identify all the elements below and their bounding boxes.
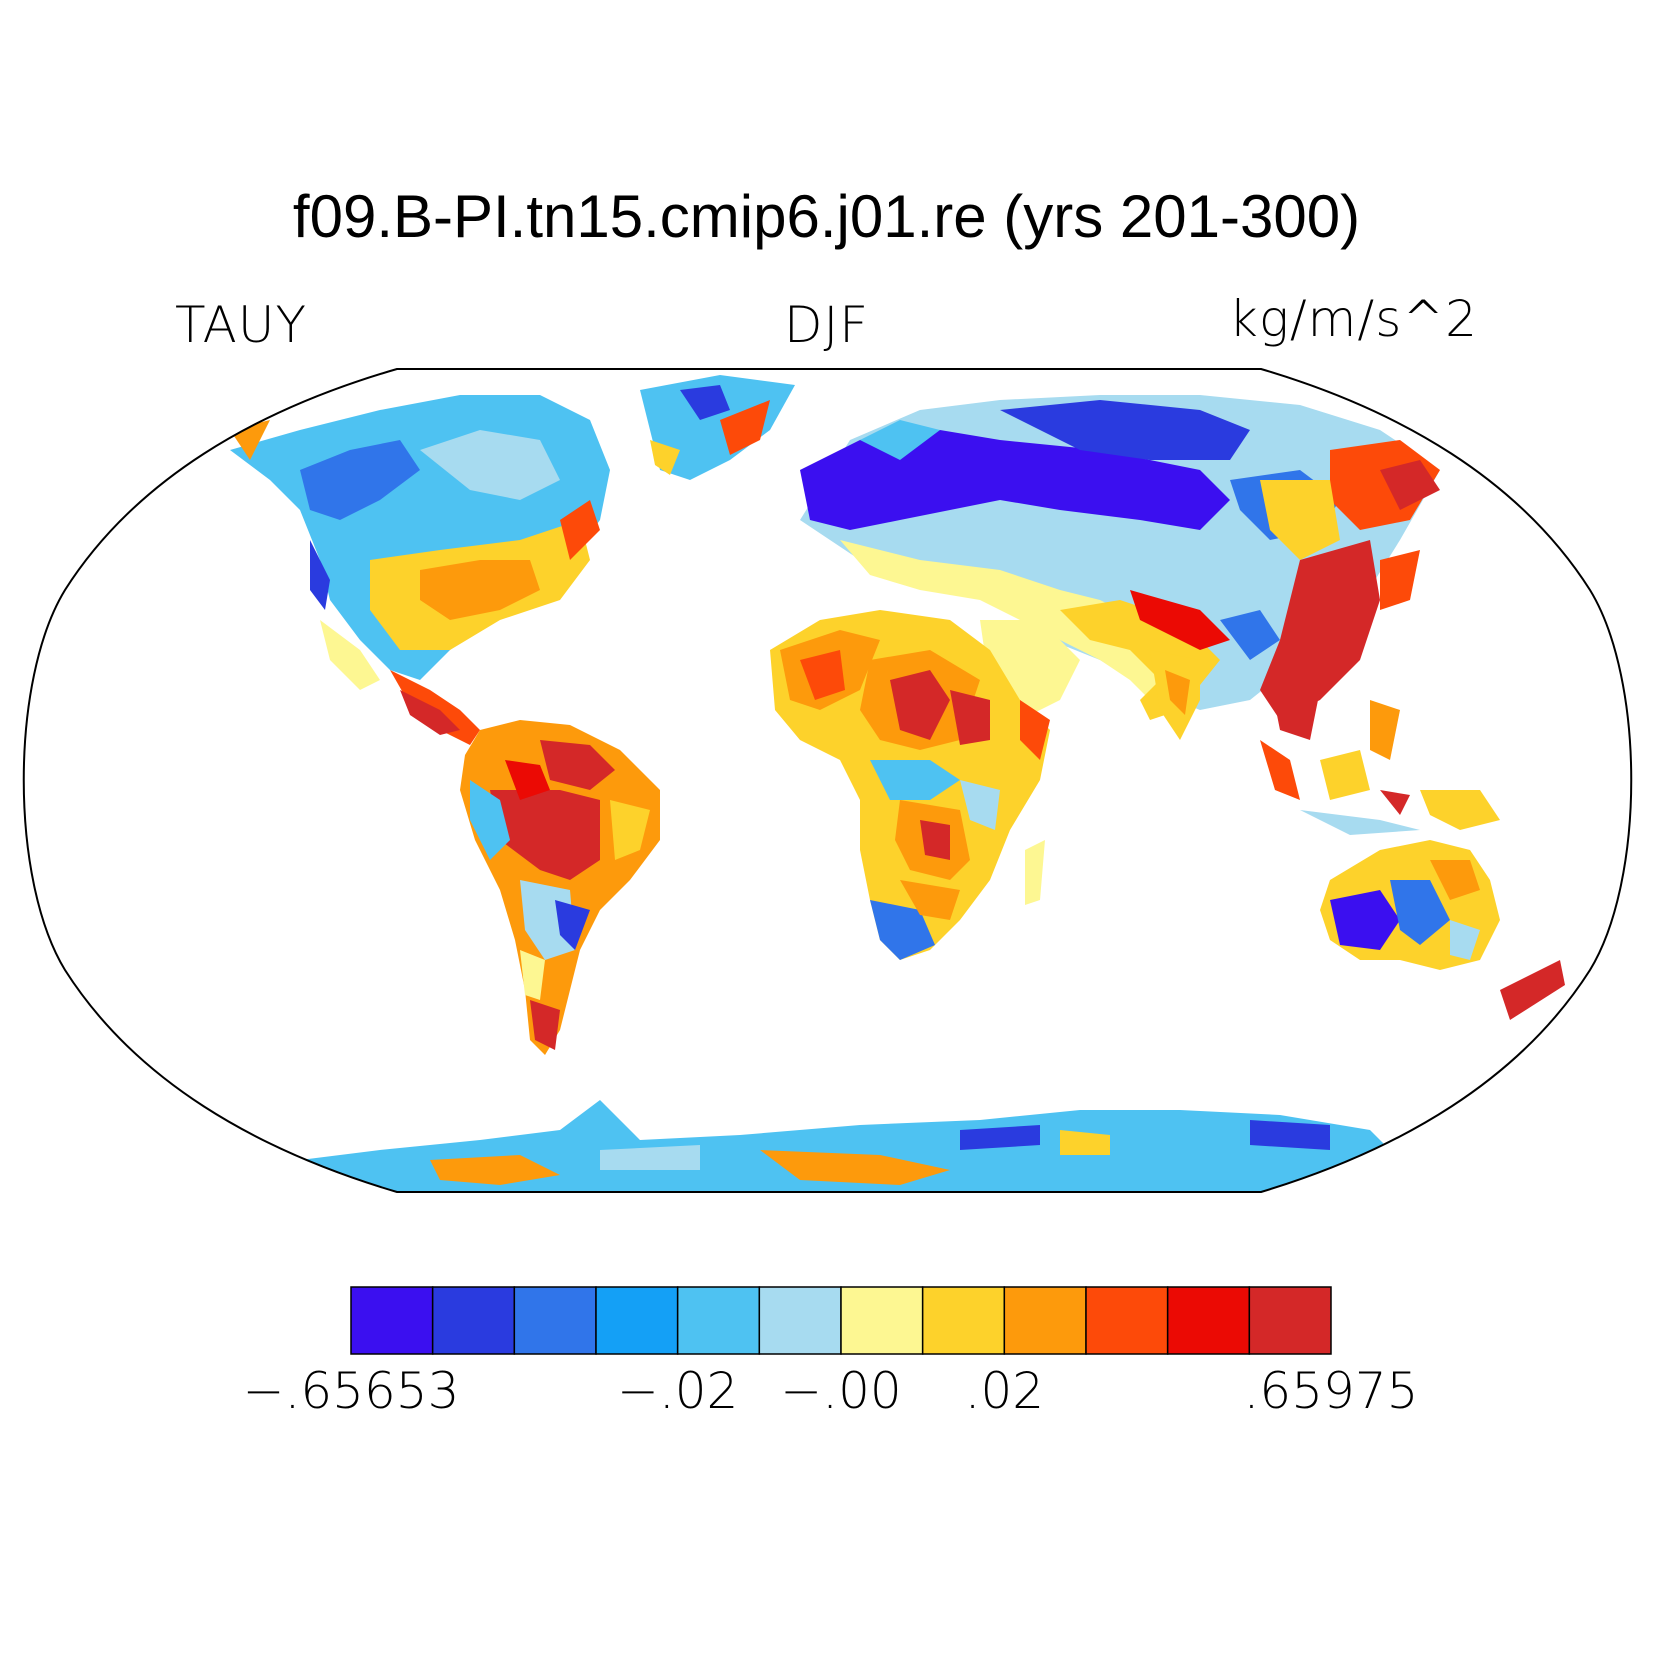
colorbar-swatch xyxy=(595,1286,679,1355)
colorbar xyxy=(350,1286,1332,1355)
colorbar-swatch xyxy=(676,1286,761,1355)
season-label: DJF xyxy=(783,296,869,354)
map-boundary xyxy=(22,368,1633,1193)
colorbar-tick-label: .65975 xyxy=(1243,1362,1419,1420)
south-america-land xyxy=(460,720,660,1055)
colorbar-swatch xyxy=(1085,1286,1169,1355)
eurasia-land xyxy=(800,395,1440,720)
colorbar-swatch xyxy=(350,1286,434,1355)
antarctica-land xyxy=(300,1100,1410,1192)
map-title: f09.B-PI.tn15.cmip6.j01.re (yrs 201-300) xyxy=(292,183,1361,250)
africa-land xyxy=(770,610,1050,960)
colorbar-tick-label: .02 xyxy=(964,1362,1045,1420)
colorbar-tick-label: −.02 xyxy=(616,1362,739,1420)
greenland-land xyxy=(640,375,795,480)
north-america-land xyxy=(230,395,610,745)
australia-land xyxy=(1320,840,1565,1020)
colorbar-swatch xyxy=(513,1286,597,1355)
colorbar-swatch xyxy=(1248,1286,1332,1355)
variable-label: TAUY xyxy=(175,296,308,354)
colorbar-swatch xyxy=(431,1286,516,1355)
southeast-asia-land xyxy=(1260,680,1500,835)
colorbar-swatch xyxy=(758,1286,842,1355)
colorbar-swatch xyxy=(921,1286,1006,1355)
units-label: kg/m/s^2 xyxy=(1228,290,1478,348)
colorbar-tick-label: −.65653 xyxy=(242,1362,460,1420)
colorbar-tick-label: −.00 xyxy=(780,1362,902,1420)
map-field xyxy=(230,375,1565,1192)
colorbar-swatch xyxy=(1166,1286,1251,1355)
colorbar-swatch xyxy=(840,1286,924,1355)
colorbar-swatch xyxy=(1003,1286,1087,1355)
